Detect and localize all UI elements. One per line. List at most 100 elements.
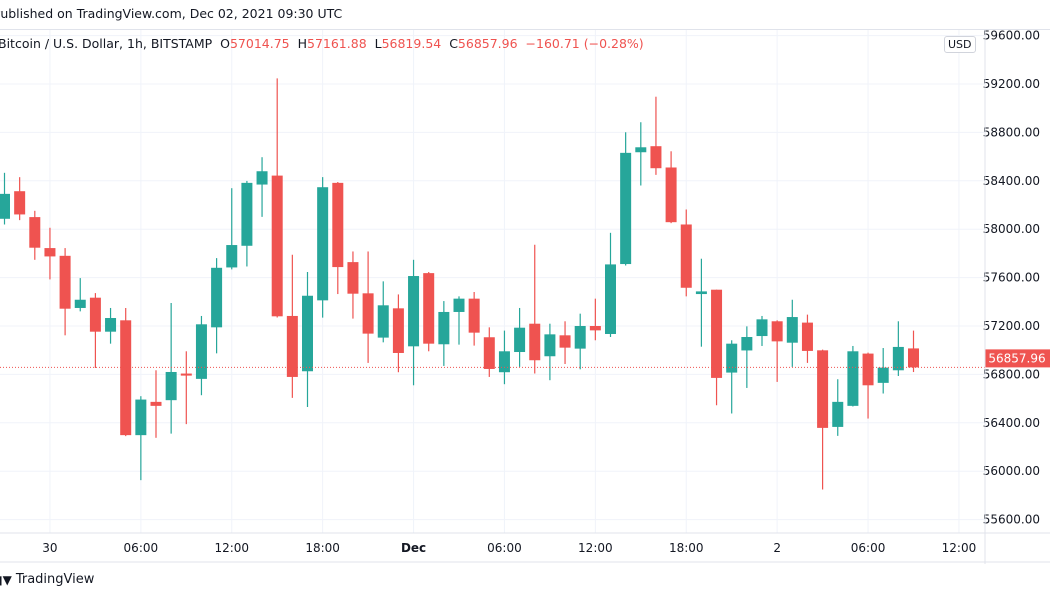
candle-body [438, 311, 450, 345]
candle-down [665, 151, 677, 224]
price-tick-label: 58800.00 [983, 125, 1040, 139]
candle-body [332, 182, 344, 268]
candle-down [650, 96, 662, 175]
candle-down [559, 321, 571, 364]
tradingview-logo-icon: ▮▼ [0, 572, 12, 587]
price-tick-label: 58000.00 [983, 222, 1040, 236]
candle-down [120, 307, 132, 437]
price-tick-label: 56400.00 [983, 416, 1040, 430]
candle-up [514, 307, 526, 367]
candle-down [817, 349, 829, 490]
candle-up [892, 321, 904, 376]
time-tick-label: 18:00 [669, 541, 704, 555]
candle-body [483, 337, 495, 369]
candle-down [332, 182, 344, 295]
candle-body [453, 298, 465, 312]
candle-down [89, 293, 101, 368]
candlestick-chart[interactable]: 56857.96 59600.00 59200.00 58800.00 58400.0… [0, 30, 1050, 564]
candle-up [135, 396, 147, 481]
candle-body [44, 248, 56, 257]
candle-up [877, 348, 889, 394]
candle-up [620, 132, 632, 266]
candle-body [832, 401, 844, 427]
candle-up [832, 379, 844, 436]
candle-up [544, 323, 556, 381]
footer-brand: ▮▼ TradingView [0, 572, 94, 587]
candle-body [317, 187, 329, 301]
time-tick-label: 30 [42, 541, 57, 555]
time-tick-label: Dec [401, 541, 426, 555]
candle-body [180, 373, 192, 376]
candle-body [544, 334, 556, 357]
candle-up [0, 172, 10, 225]
candle-body [377, 305, 389, 338]
candle-up [105, 307, 117, 344]
candle-up [786, 299, 798, 367]
candle-body [89, 297, 101, 332]
candle-body [241, 182, 253, 246]
candle-up [635, 122, 647, 186]
candle-body [302, 295, 313, 372]
candle-up [605, 232, 616, 338]
candle-down [392, 294, 404, 373]
candle-body [650, 146, 662, 169]
candle-down [150, 370, 162, 438]
candle-body [498, 351, 510, 373]
candle-body [847, 351, 859, 406]
candle-body [620, 152, 632, 265]
price-tick-label: 59600.00 [983, 30, 1040, 43]
candle-body [150, 401, 162, 406]
candle-down [423, 272, 435, 352]
symbol-title: Bitcoin / U.S. Dollar, 1h, BITSTAMP [0, 36, 213, 51]
price-tick-label: 55600.00 [983, 513, 1040, 527]
candle-body [135, 399, 147, 436]
candle-body [695, 291, 707, 295]
candle-down [908, 330, 919, 373]
candle-up [74, 278, 86, 312]
candle-body [165, 371, 177, 401]
candle-body [680, 224, 692, 288]
candle-body [211, 267, 223, 328]
candle-down [801, 314, 813, 363]
price-tick-label: 56800.00 [983, 367, 1040, 381]
candle-up [438, 301, 450, 366]
candle-up [695, 258, 707, 347]
candle-up [241, 180, 253, 267]
candle-body [29, 217, 41, 248]
time-tick-label: 06:00 [124, 541, 159, 555]
candle-body [589, 326, 601, 331]
candle-body [817, 350, 829, 428]
candle-down [347, 251, 359, 319]
candle-up [256, 157, 268, 217]
candle-body [0, 193, 10, 219]
candle-body [59, 255, 71, 309]
grid [0, 30, 985, 533]
time-tick-label: 12:00 [578, 541, 613, 555]
candle-down [362, 251, 374, 363]
candle-up [726, 340, 738, 414]
currency-badge[interactable]: USD [944, 36, 976, 53]
open-label: O [220, 36, 230, 51]
candle-up [498, 330, 510, 385]
low-label: L [374, 36, 382, 51]
candle-body [756, 319, 768, 337]
price-axis[interactable]: 59600.00 59200.00 58800.00 58400.00 58000.00… [983, 30, 1040, 564]
time-axis[interactable]: 30 06:00 12:00 18:00 Dec 06:00 12:00 18:00 2 06:0… [0, 532, 1050, 563]
open-value: 57014.75 [229, 36, 290, 51]
candle-body [529, 323, 541, 361]
candle-up [211, 258, 223, 354]
candle-down [14, 177, 26, 221]
candle-body [514, 327, 526, 353]
candle-down [529, 244, 541, 374]
published-caption: Published on TradingView.com, Dec 02, 20… [0, 6, 343, 21]
time-tick-label: 06:00 [487, 541, 522, 555]
candles [0, 78, 919, 490]
candle-body [711, 289, 723, 378]
candle-body [105, 318, 117, 332]
candle-body [786, 317, 798, 343]
candle-body [256, 171, 268, 185]
candle-up [408, 259, 420, 386]
candle-body [14, 191, 26, 215]
candle-body [286, 315, 298, 377]
candle-body [392, 308, 404, 353]
